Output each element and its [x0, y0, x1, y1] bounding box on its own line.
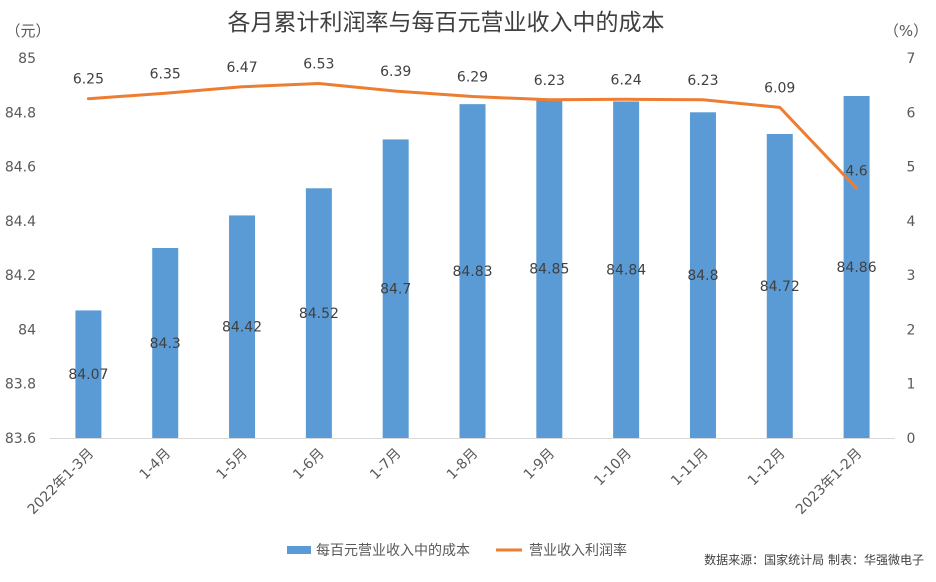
bar-data-label: 84.86 — [837, 260, 877, 276]
y-right-tick-label: 0 — [907, 431, 916, 447]
bar — [843, 96, 870, 438]
x-tick-label: 1-4月 — [137, 446, 174, 483]
y-left-tick-label: 84.8 — [5, 105, 36, 121]
x-tick-label: 1-9月 — [521, 446, 558, 483]
x-tick-label: 1-8月 — [444, 446, 481, 483]
bar — [689, 112, 716, 439]
profit-rate-line — [86, 82, 859, 190]
chart-title: 各月累计利润率与每百元营业收入中的成本 — [228, 10, 665, 36]
data-labels-group: 84.07 84.3 84.42 84.52 84.7 84.83 84.85 84.84 84… — [68, 57, 876, 384]
bar-series-group — [75, 96, 870, 439]
bar — [229, 215, 256, 438]
line-data-label: 6.23 — [534, 73, 565, 89]
x-tick-labels-group: 2022年1-3月 1-4月 1-5月 1-6月 1-7月 1-8月 1-9月 1-10月 1-… — [25, 446, 866, 518]
bar — [382, 139, 409, 438]
line-data-label: 6.23 — [687, 73, 718, 89]
line-data-label: 6.39 — [380, 64, 411, 80]
bar-data-label: 84.72 — [760, 279, 800, 295]
bar-data-label: 84.7 — [380, 282, 411, 298]
x-tick-label: 1-5月 — [213, 446, 250, 483]
legend: 每百元营业收入中的成本 营业收入利润率 — [287, 542, 627, 559]
y-right-unit-label: （%） — [884, 22, 928, 40]
y-right-tick-label: 5 — [907, 160, 916, 176]
x-tick-label: 1-6月 — [290, 446, 327, 483]
line-data-label: 6.25 — [73, 72, 104, 88]
y-right-tick-label: 1 — [907, 377, 916, 393]
bar — [305, 188, 332, 438]
bar — [459, 104, 486, 439]
x-tick-label: 2023年1-2月 — [793, 446, 865, 518]
y-left-tick-label: 84.2 — [5, 268, 36, 284]
bar — [766, 134, 793, 438]
line-data-label: 6.35 — [150, 66, 181, 82]
y-left-unit-label: （元） — [5, 22, 50, 40]
y-right-tick-label: 4 — [907, 214, 916, 230]
line-data-label: 4.6 — [845, 163, 867, 179]
y-left-tick-label: 83.8 — [5, 377, 36, 393]
line-data-label: 6.09 — [764, 80, 795, 96]
legend-label-line: 营业收入利润率 — [529, 542, 627, 559]
bar-data-label: 84.84 — [606, 263, 646, 279]
bar — [152, 248, 179, 438]
y-right-tick-label: 6 — [907, 105, 916, 121]
line-series-group — [86, 82, 859, 190]
bar-data-label: 84.07 — [68, 367, 108, 383]
line-data-label: 6.24 — [611, 72, 642, 88]
x-tick-label: 1-11月 — [668, 446, 712, 490]
line-data-label: 6.47 — [226, 60, 257, 76]
y-left-tick-label: 84.4 — [5, 214, 36, 230]
bar — [613, 101, 640, 438]
bar-data-label: 84.8 — [687, 268, 718, 284]
y-left-tick-label: 84 — [18, 322, 36, 338]
bar — [75, 310, 102, 438]
line-data-label: 6.53 — [303, 57, 334, 73]
bar-data-label: 84.83 — [452, 264, 492, 280]
y-left-tick-label: 85 — [18, 51, 36, 67]
bar-data-label: 84.52 — [299, 306, 339, 322]
line-data-label: 6.29 — [457, 70, 488, 86]
legend-label-bar: 每百元营业收入中的成本 — [316, 543, 470, 559]
y-left-tick-label: 83.6 — [5, 431, 36, 447]
y-right-tick-label: 7 — [907, 51, 916, 67]
x-tick-label: 1-10月 — [591, 446, 635, 490]
bar — [536, 98, 563, 438]
legend-swatch-bar — [287, 546, 311, 554]
bar-data-label: 84.3 — [150, 336, 181, 352]
axes-group: 83.6 83.8 84 84.2 84.4 84.6 84.8 85 0 1 2 3 4 5 6 7 — [5, 51, 916, 447]
bar-data-label: 84.42 — [222, 320, 262, 336]
source-note: 数据来源：国家统计局 制表：华强微电子 — [704, 552, 924, 567]
y-right-tick-label: 2 — [907, 322, 916, 338]
x-tick-label: 1-7月 — [367, 446, 404, 483]
bar-data-label: 84.85 — [529, 261, 569, 277]
x-tick-label: 2022年1-3月 — [25, 446, 97, 518]
x-tick-label: 1-12月 — [745, 446, 789, 490]
y-right-tick-label: 3 — [907, 268, 916, 284]
y-left-tick-label: 84.6 — [5, 160, 36, 176]
